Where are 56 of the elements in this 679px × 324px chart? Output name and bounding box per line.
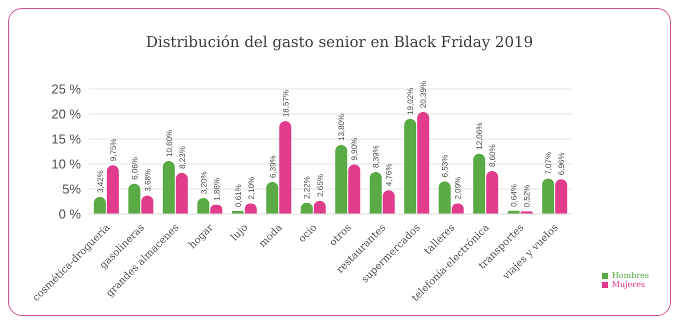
- y-tick-label: 10 %: [51, 156, 82, 172]
- data-label: 9,75%: [108, 138, 118, 162]
- y-tick-label: 5%: [62, 182, 82, 197]
- data-label: 9,90%: [350, 138, 360, 160]
- data-label: 13,80%: [337, 114, 346, 141]
- bar: [417, 112, 430, 214]
- legend-label: Mujeres: [612, 280, 646, 289]
- data-label: 2,10%: [246, 176, 256, 200]
- data-label: 20,39%: [419, 80, 428, 108]
- data-label: 6,96%: [557, 152, 566, 176]
- bar: [542, 178, 554, 214]
- data-label: 2,22%: [302, 176, 312, 199]
- x-tick-label: lujo: [229, 222, 250, 244]
- data-label: 18,57%: [281, 90, 290, 118]
- bar: [382, 190, 395, 214]
- data-label: 4,76%: [384, 164, 394, 186]
- legend-label: Hombres: [612, 271, 649, 280]
- bar: [335, 145, 348, 214]
- data-label: 19,02%: [406, 88, 416, 115]
- bar: [404, 118, 416, 214]
- data-label: 3,68%: [143, 168, 152, 192]
- bar: [438, 181, 451, 214]
- bar: [128, 184, 140, 214]
- data-label: 6,39%: [268, 155, 278, 178]
- data-label: 0,61%: [234, 184, 243, 207]
- bar: [162, 161, 175, 214]
- bar: [486, 171, 498, 214]
- y-tick-label: 0 %: [58, 206, 82, 222]
- y-tick-label: 20 %: [51, 106, 82, 122]
- chart-title: Distribución del gasto senior en Black Friday 2019: [144, 33, 534, 51]
- data-label: 8,23%: [178, 146, 187, 169]
- data-label: 0,64%: [510, 184, 519, 207]
- data-label: 10,60%: [164, 130, 174, 157]
- bar: [279, 121, 292, 214]
- data-label: 8,39%: [372, 145, 381, 168]
- data-label: 6,53%: [440, 154, 450, 178]
- data-label: 7,07%: [544, 152, 554, 175]
- data-label: 2,09%: [454, 176, 463, 200]
- bar: [348, 164, 360, 214]
- data-label: 3,42%: [96, 170, 105, 193]
- x-tick-label: ocio: [296, 222, 320, 245]
- y-tick-label: 25 %: [51, 82, 82, 97]
- data-label: 3,20%: [199, 171, 208, 194]
- bar: [266, 182, 278, 214]
- data-label: 6,06%: [130, 157, 140, 180]
- bar: [106, 165, 119, 214]
- bar: [176, 172, 188, 214]
- data-label: 1,86%: [212, 178, 222, 201]
- data-label: 2,65%: [316, 174, 325, 197]
- bar: [555, 179, 568, 214]
- data-label: 12,06%: [475, 122, 484, 150]
- bar: [473, 154, 486, 214]
- y-tick-label: 15 %: [51, 132, 82, 147]
- data-label: 8,60%: [488, 144, 498, 167]
- bar: [370, 172, 382, 214]
- data-label: 0,52%: [522, 184, 532, 208]
